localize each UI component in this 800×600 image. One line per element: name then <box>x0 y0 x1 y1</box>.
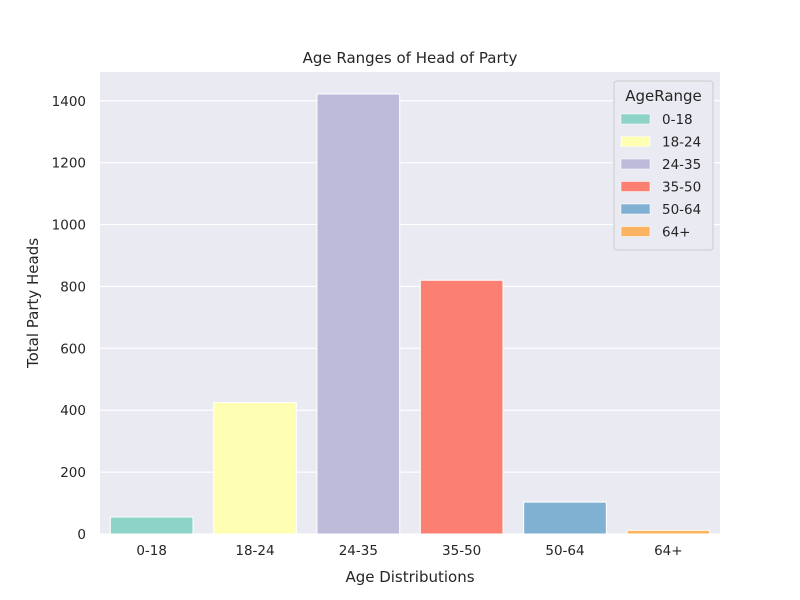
bar-64+ <box>626 529 711 535</box>
x-tick-label: 0-18 <box>136 543 167 559</box>
legend-entry-label: 24-35 <box>662 157 701 173</box>
chart-title: Age Ranges of Head of Party <box>303 49 518 67</box>
x-axis-ticks: 0-18 18-24 24-35 35-50 50-64 64+ <box>136 543 682 559</box>
x-axis-label: Age Distributions <box>345 568 474 586</box>
legend-swatch <box>620 203 651 215</box>
y-tick-label: 400 <box>60 403 86 419</box>
y-tick-label: 1400 <box>52 94 86 110</box>
y-tick-label: 800 <box>60 279 86 295</box>
bar-0-18 <box>109 516 194 535</box>
legend-entry-label: 50-64 <box>662 202 701 218</box>
legend-entry-label: 35-50 <box>662 180 701 196</box>
y-tick-label: 600 <box>60 341 86 357</box>
x-tick-label: 35-50 <box>442 543 481 559</box>
y-tick-label: 200 <box>60 465 86 481</box>
y-tick-label: 1000 <box>52 218 86 234</box>
legend-swatch <box>620 181 651 192</box>
legend-entry-label: 64+ <box>662 225 691 241</box>
legend-entry-label: 18-24 <box>662 135 701 151</box>
bar-50-64 <box>523 501 607 535</box>
legend-entry-label: 0-18 <box>662 112 693 128</box>
legend: AgeRange 0-18 18-24 24-35 35-50 50-64 64+ <box>613 80 714 251</box>
y-axis-label: Total Party Heads <box>24 238 42 369</box>
legend-swatch <box>620 158 651 170</box>
legend-swatch <box>620 113 651 125</box>
bar-24-35 <box>316 93 401 535</box>
bar-18-24 <box>213 401 297 535</box>
x-tick-label: 18-24 <box>235 543 274 559</box>
bars <box>109 93 711 535</box>
legend-swatch <box>620 226 651 237</box>
y-tick-label: 1200 <box>52 156 86 172</box>
x-tick-label: 64+ <box>654 543 683 559</box>
y-axis-ticks: 0 200 400 600 800 1000 1200 1400 <box>52 94 86 543</box>
legend-items: 0-18 18-24 24-35 35-50 50-64 64+ <box>620 112 701 241</box>
y-tick-label: 0 <box>77 527 86 543</box>
bar-35-50 <box>419 279 504 535</box>
x-tick-label: 24-35 <box>339 543 378 559</box>
x-tick-label: 50-64 <box>545 543 584 559</box>
legend-title: AgeRange <box>625 87 702 105</box>
legend-swatch <box>620 136 651 147</box>
